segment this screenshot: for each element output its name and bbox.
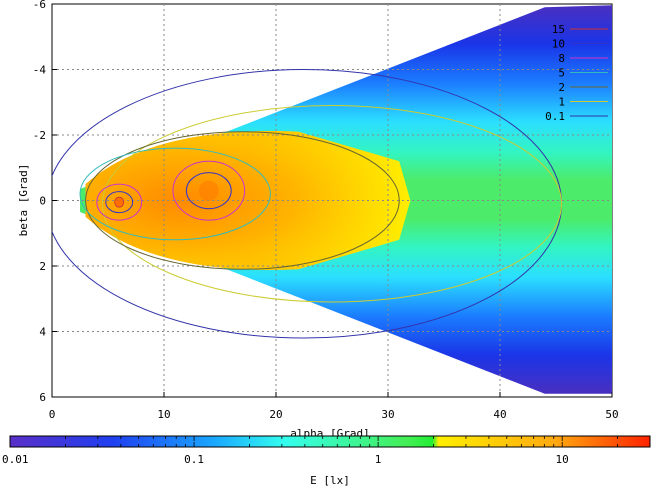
colorbar-tick-label: 0.01 [2, 453, 29, 466]
contour-lines [52, 69, 563, 339]
contour-10 [105, 191, 134, 214]
legend-label: 5 [558, 67, 565, 80]
contour-10 [185, 172, 232, 210]
colorbar-label: E [lx] [310, 474, 350, 486]
peak-marker [115, 198, 124, 207]
legend-label: 15 [552, 23, 565, 36]
legend-label: 1 [558, 96, 565, 109]
grid-lines [52, 4, 612, 397]
legend-label: 0.1 [545, 110, 565, 123]
y-tick-label: 4 [39, 326, 46, 339]
x-tick-label: 40 [493, 408, 506, 421]
y-axis-label: beta [Grad] [17, 164, 30, 237]
contour-5 [79, 147, 271, 241]
x-tick-label: 0 [49, 408, 56, 421]
secondary-peak-marker [198, 180, 219, 201]
legend-label: 2 [558, 81, 565, 94]
contour-2 [85, 131, 400, 270]
contour-1 [101, 105, 563, 303]
legend-label: 10 [552, 38, 565, 51]
contour-8 [96, 183, 143, 221]
colorbar: 0.01 0.1 1 10 E [lx] [2, 435, 651, 486]
colorbar-gradient [9, 435, 651, 448]
contour-15 [114, 196, 125, 208]
colorbar-tick-label: 10 [556, 453, 569, 466]
y-tick-label: -6 [33, 0, 46, 11]
x-tick-label: 10 [157, 408, 170, 421]
x-tick-label: 20 [269, 408, 282, 421]
y-tick-label: 6 [39, 391, 46, 404]
colorbar-ticks: 0.01 0.1 1 10 [2, 436, 651, 466]
legend-label: 8 [558, 52, 565, 65]
x-tick-label: 50 [605, 408, 618, 421]
y-tick-label: -4 [33, 64, 47, 77]
y-tick-label: 0 [39, 195, 46, 208]
x-axis-ticks: 0 10 20 30 40 50 [49, 392, 619, 421]
contour-8 [172, 160, 246, 221]
y-axis-ticks: -6 -4 -2 0 2 4 6 [33, 0, 57, 404]
heatmap-field [80, 5, 612, 394]
contour-legend: 15 108 52 10.1 [545, 23, 608, 123]
colorbar-tick-label: 0.1 [184, 453, 204, 466]
y-tick-label: 2 [39, 260, 46, 273]
y-tick-label: -2 [33, 129, 46, 142]
colorbar-tick-label: 1 [375, 453, 382, 466]
x-tick-label: 30 [381, 408, 394, 421]
